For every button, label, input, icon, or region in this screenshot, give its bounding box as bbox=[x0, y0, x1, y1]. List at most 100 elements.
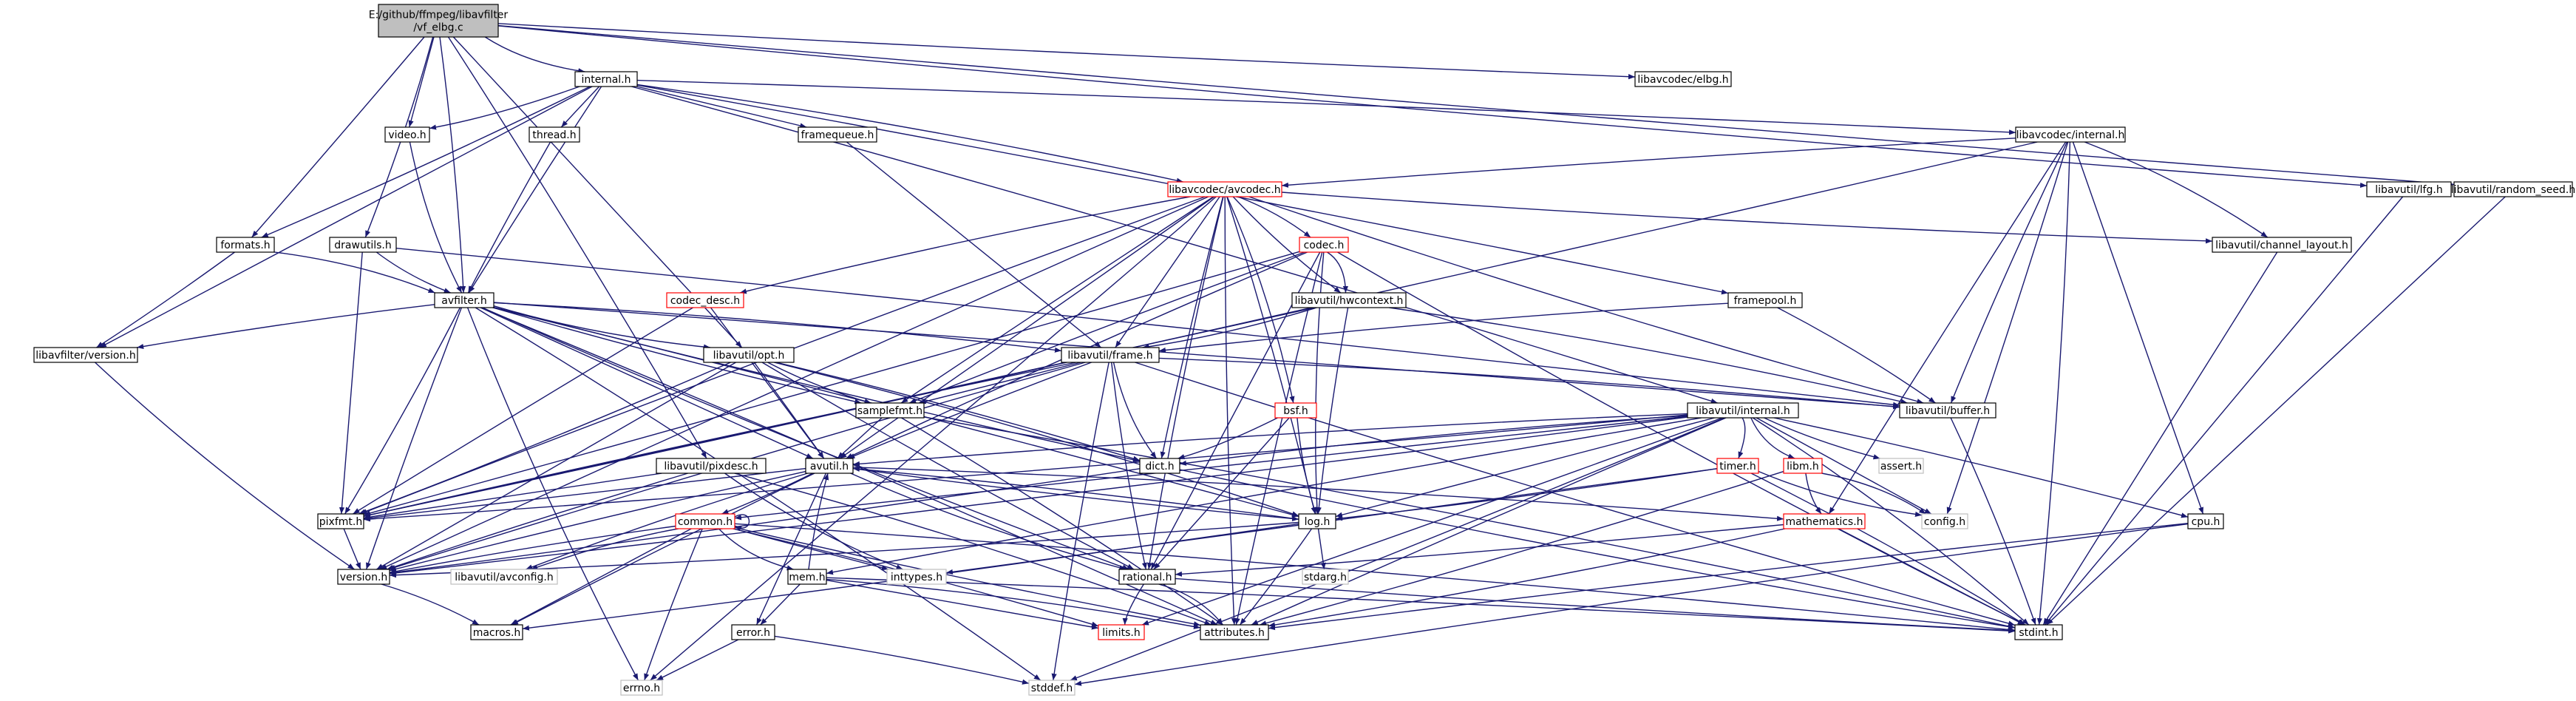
edge-mem_h-to-attributes bbox=[826, 578, 1201, 629]
edge-lavu_internal-to-avutil_h bbox=[852, 413, 1688, 467]
node-avcodec_h[interactable]: libavcodec/avcodec.h bbox=[1167, 181, 1282, 197]
edge-framepool-to-buffer_h bbox=[1777, 307, 1936, 404]
node-stdint[interactable]: stdint.h bbox=[2014, 624, 2063, 640]
node-avutil_h[interactable]: avutil.h bbox=[805, 458, 854, 474]
edge-drawutils_h-to-avfilter_h bbox=[375, 251, 451, 294]
node-buffer_h[interactable]: libavutil/buffer.h bbox=[1899, 402, 1996, 419]
node-video_h[interactable]: video.h bbox=[384, 126, 430, 143]
node-channel_layout[interactable]: libavutil/channel_layout.h bbox=[2212, 237, 2352, 253]
node-box bbox=[1302, 569, 1349, 585]
edge-lavu_internal-to-cpu_h bbox=[1773, 417, 2189, 518]
node-pixfmt[interactable]: pixfmt.h bbox=[317, 513, 364, 529]
edge-cpu_h-to-stddef bbox=[1074, 523, 2189, 686]
node-errno_h[interactable]: errno.h bbox=[620, 680, 663, 696]
node-rational_h[interactable]: rational.h bbox=[1118, 569, 1176, 585]
node-formats_h[interactable]: formats.h bbox=[216, 237, 275, 253]
node-bsf_h[interactable]: bsf.h bbox=[1274, 402, 1317, 419]
edge-mathematics-to-attributes bbox=[1268, 528, 1785, 628]
edge-internal_h-to-formats_h bbox=[261, 86, 591, 238]
node-label: libavcodec/elbg.h bbox=[1637, 74, 1728, 86]
node-label: codec_desc.h bbox=[670, 295, 740, 307]
edge-avcodec_h-to-samplefmt bbox=[900, 196, 1214, 404]
node-random_seed[interactable]: libavutil/random_seed.h bbox=[2451, 181, 2575, 197]
node-avconfig[interactable]: libavutil/avconfig.h bbox=[450, 569, 558, 585]
edge-internal_h-to-avfilter_h bbox=[468, 86, 602, 294]
node-label: macros.h bbox=[473, 627, 521, 639]
edge-channel_layout-to-stdint bbox=[2042, 251, 2278, 626]
node-codec_h[interactable]: codec.h bbox=[1299, 237, 1349, 253]
node-box bbox=[1274, 402, 1317, 419]
edge-common_h-to-common_h bbox=[734, 514, 750, 532]
node-lavc_internal[interactable]: libavcodec/internal.h bbox=[2015, 126, 2126, 143]
node-thread_h[interactable]: thread.h bbox=[529, 126, 580, 143]
node-avfilter_h[interactable]: avfilter.h bbox=[434, 292, 495, 308]
node-timer_h[interactable]: timer.h bbox=[1716, 458, 1759, 474]
edge-lavu_internal-to-stddef bbox=[1070, 417, 1725, 681]
node-label: E:/github/ffmpeg/libavfilter bbox=[369, 10, 509, 21]
edge-internal_h-to-lavu_internal bbox=[631, 86, 1718, 404]
node-box bbox=[529, 126, 580, 143]
node-framepool[interactable]: framepool.h bbox=[1727, 292, 1803, 308]
node-limits_h[interactable]: limits.h bbox=[1098, 624, 1145, 640]
node-lavc_elbg[interactable]: libavcodec/elbg.h bbox=[1634, 71, 1732, 87]
edge-codec_h-to-samplefmt bbox=[908, 251, 1305, 404]
node-stdarg[interactable]: stdarg.h bbox=[1302, 569, 1349, 585]
node-samplefmt[interactable]: samplefmt.h bbox=[855, 402, 925, 419]
node-attributes[interactable]: attributes.h bbox=[1200, 624, 1269, 640]
node-box bbox=[1716, 458, 1759, 474]
edge-lavu_internal-to-libm_h bbox=[1750, 417, 1795, 459]
edge-frame_h-to-stddef bbox=[1051, 362, 1109, 681]
edge-avutil_h-to-common_h bbox=[721, 473, 813, 515]
edge-opt_h-to-version_h bbox=[376, 362, 736, 570]
edge-pixdesc-to-attributes bbox=[734, 473, 1211, 626]
node-dict_h[interactable]: dict.h bbox=[1139, 458, 1180, 474]
edge-random_seed-to-stdint bbox=[2046, 196, 2506, 626]
node-box bbox=[1899, 402, 1996, 419]
node-inttypes[interactable]: inttypes.h bbox=[886, 569, 947, 585]
edge-avcodec_h-to-bsf_h bbox=[1226, 196, 1295, 404]
node-config_h[interactable]: config.h bbox=[1921, 513, 1968, 529]
node-cpu_h[interactable]: cpu.h bbox=[2187, 513, 2224, 529]
node-mem_h[interactable]: mem.h bbox=[787, 569, 827, 585]
node-pixdesc[interactable]: libavutil/pixdesc.h bbox=[656, 458, 767, 474]
node-box bbox=[378, 4, 499, 38]
edge-avutil_h-to-macros_h bbox=[511, 473, 815, 626]
node-lavu_internal[interactable]: libavutil/internal.h bbox=[1687, 402, 1799, 419]
node-macros_h[interactable]: macros.h bbox=[470, 624, 523, 640]
edge-avcodec_h-to-rational_h bbox=[1146, 196, 1224, 570]
node-common_h[interactable]: common.h bbox=[675, 513, 735, 529]
node-drawutils_h[interactable]: drawutils.h bbox=[329, 237, 397, 253]
edge-lavu_internal-to-attributes bbox=[1251, 417, 1727, 626]
node-log_h[interactable]: log.h bbox=[1298, 513, 1336, 529]
node-frame_h[interactable]: libavutil/frame.h bbox=[1061, 347, 1160, 363]
node-lfg_h[interactable]: libavutil/lfg.h bbox=[2366, 181, 2452, 197]
node-internal_h[interactable]: internal.h bbox=[574, 71, 638, 87]
node-version_h[interactable]: version.h bbox=[337, 569, 390, 585]
edge-lavc_internal-to-cpu_h bbox=[2072, 141, 2204, 515]
edge-opt_h-to-rational_h bbox=[761, 362, 1135, 570]
node-assert_h[interactable]: assert.h bbox=[1878, 458, 1924, 474]
node-mathematics[interactable]: mathematics.h bbox=[1783, 513, 1866, 529]
node-libm_h[interactable]: libm.h bbox=[1783, 458, 1823, 474]
node-label: libavutil/buffer.h bbox=[1906, 405, 1990, 417]
node-stddef[interactable]: stddef.h bbox=[1028, 680, 1075, 696]
node-root[interactable]: E:/github/ffmpeg/libavfilter/vf_elbg.c bbox=[369, 4, 509, 38]
edge-lavc_internal-to-mathematics bbox=[1828, 141, 2067, 515]
edge-codec_h-to-log_h bbox=[1314, 251, 1325, 515]
node-box bbox=[1200, 624, 1269, 640]
edge-lavc_internal-to-avcodec_h bbox=[1281, 138, 2016, 188]
node-label: mathematics.h bbox=[1785, 516, 1863, 528]
node-error_h[interactable]: error.h bbox=[731, 624, 775, 640]
edge-rational_h-to-attributes bbox=[1158, 583, 1223, 626]
edge-codec_desc-to-pixfmt bbox=[353, 307, 693, 515]
edge-codec_h-to-stdint bbox=[1337, 251, 2025, 626]
node-codec_desc[interactable]: codec_desc.h bbox=[666, 292, 744, 308]
node-lavfi_version[interactable]: libavfilter/version.h bbox=[33, 347, 138, 363]
node-hwcontext[interactable]: libavutil/hwcontext.h bbox=[1291, 292, 1407, 308]
node-box bbox=[1299, 237, 1349, 253]
node-box bbox=[2453, 181, 2573, 197]
node-box bbox=[434, 292, 495, 308]
edge-drawutils_h-to-pixfmt bbox=[339, 251, 363, 515]
node-framequeue_h[interactable]: framequeue.h bbox=[798, 126, 877, 143]
node-opt_h[interactable]: libavutil/opt.h bbox=[703, 347, 795, 363]
